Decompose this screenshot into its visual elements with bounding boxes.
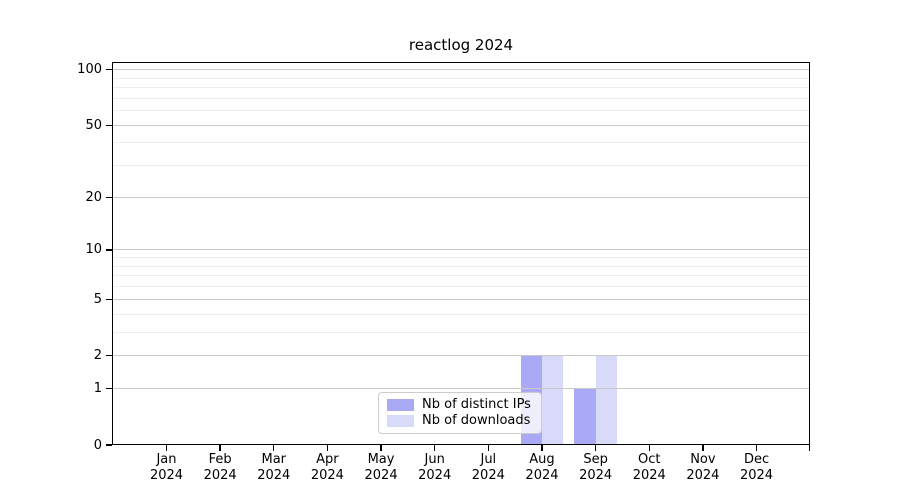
legend-swatch-downloads <box>387 415 414 427</box>
legend-label-distinct-ips: Nb of distinct IPs <box>422 397 531 412</box>
x-tick-mark <box>702 445 704 451</box>
x-tick-mark <box>594 445 597 451</box>
legend-entry-downloads: Nb of downloads <box>387 414 533 428</box>
y-gridline-minor <box>112 331 810 333</box>
y-gridline-minor <box>112 110 810 112</box>
y-gridline-minor <box>112 77 810 79</box>
y-gridline-minor <box>112 97 810 99</box>
x-tick-label-nov: Nov 2024 <box>686 452 720 483</box>
y-tick-label-50: 50 <box>85 117 102 133</box>
x-tick-mark <box>434 445 436 451</box>
y-tick-label-0: 0 <box>93 437 102 453</box>
legend-label-downloads: Nb of downloads <box>422 413 531 428</box>
y-gridline-minor <box>112 275 810 277</box>
x-tick-mark <box>487 445 490 451</box>
y-gridline-major <box>112 69 810 71</box>
y-gridline-major <box>112 355 810 357</box>
x-tick-mark <box>326 445 329 451</box>
x-tick-label-sep: Sep 2024 <box>579 452 613 483</box>
y-gridline-major <box>112 388 810 390</box>
y-gridline-minor <box>112 313 810 315</box>
y-gridline-minor <box>112 265 810 267</box>
x-tick-label-feb: Feb 2024 <box>203 452 237 483</box>
x-tick-label-mar: Mar 2024 <box>257 452 291 483</box>
y-tick-label-20: 20 <box>85 189 102 205</box>
y-tick-label-1: 1 <box>93 381 102 397</box>
y-gridline-major <box>112 298 810 300</box>
y-tick-mark <box>106 387 112 390</box>
legend: Nb of distinct IPs Nb of downloads <box>378 392 542 434</box>
x-tick-mark <box>380 445 382 451</box>
chart-title: reactlog 2024 <box>408 36 514 54</box>
y-tick-label-2: 2 <box>93 348 102 364</box>
y-tick-mark <box>106 124 112 126</box>
x-tick-mark <box>165 445 168 451</box>
y-tick-label-100: 100 <box>77 62 102 78</box>
bar-nb-of-downloads-aug <box>541 355 564 445</box>
bar-nb-of-downloads-sep <box>595 355 617 445</box>
x-tick-mark <box>541 445 543 451</box>
y-tick-mark <box>106 196 112 199</box>
x-tick-label-jul: Jul 2024 <box>471 452 505 483</box>
y-tick-mark <box>106 354 112 357</box>
y-tick-label-5: 5 <box>93 291 102 307</box>
y-gridline-minor <box>112 257 810 259</box>
y-tick-label-10: 10 <box>85 242 102 258</box>
x-tick-mark <box>273 445 275 451</box>
y-gridline-major <box>112 196 810 198</box>
y-gridline-major <box>112 249 810 251</box>
x-tick-mark <box>219 445 221 451</box>
legend-entry-distinct-ips: Nb of distinct IPs <box>387 398 533 412</box>
y-gridline-minor <box>112 142 810 144</box>
y-tick-mark <box>106 444 112 446</box>
y-tick-mark <box>106 68 112 71</box>
y-gridline-minor <box>112 165 810 167</box>
x-tick-mark <box>648 445 650 451</box>
plot-area: 0 1 2 5 10 20 50 100 Jan 2024 Feb 2024 Mar 2024 Apr… <box>77 62 810 483</box>
y-gridline-minor <box>112 87 810 89</box>
y-tick-mark <box>106 298 112 300</box>
x-tick-label-jan: Jan 2024 <box>149 452 184 483</box>
bar-nb-of-distinct-ips-sep <box>574 388 596 445</box>
legend-swatch-distinct-ips <box>387 399 414 411</box>
x-tick-label-aug: Aug 2024 <box>525 452 559 483</box>
x-tick-mark <box>755 445 758 451</box>
x-tick-label-dec: Dec 2024 <box>739 452 774 483</box>
x-tick-mark-right-edge <box>808 445 810 451</box>
y-gridline-major <box>112 124 810 126</box>
y-gridline-minor <box>112 286 810 288</box>
x-tick-label-oct: Oct 2024 <box>632 452 666 483</box>
x-tick-label-jun: Jun 2024 <box>418 452 452 483</box>
x-tick-label-may: May 2024 <box>364 452 398 483</box>
x-tick-label-apr: Apr 2024 <box>310 452 344 483</box>
y-tick-mark <box>106 249 112 251</box>
